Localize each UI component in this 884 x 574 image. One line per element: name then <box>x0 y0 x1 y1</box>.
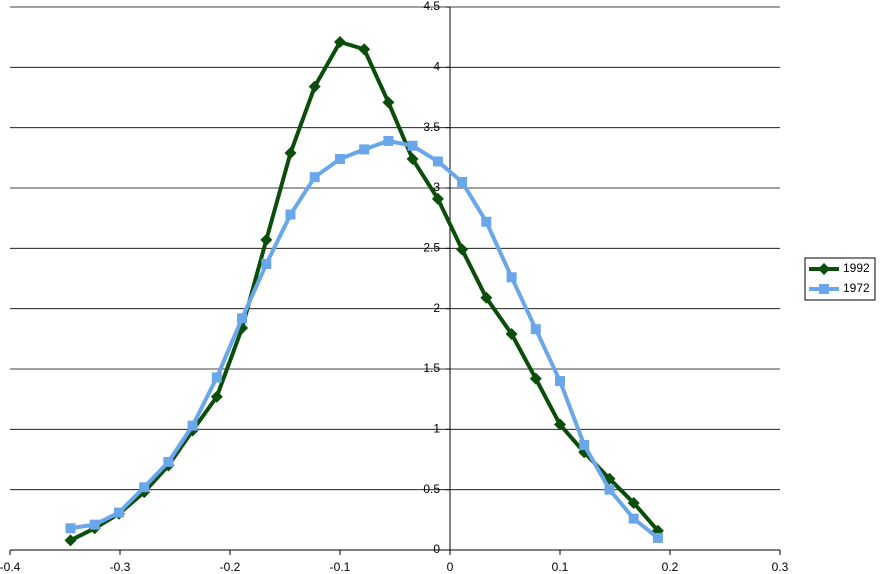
marker <box>359 144 370 155</box>
marker <box>163 456 174 467</box>
marker <box>406 153 419 166</box>
marker <box>530 324 541 335</box>
x-tick-label: -0.3 <box>110 560 131 574</box>
x-tick-label: 0.1 <box>552 560 569 574</box>
y-tick-label: 3.5 <box>423 120 440 134</box>
marker <box>818 263 830 275</box>
y-tick-label: 0.5 <box>423 482 440 496</box>
marker <box>284 147 297 160</box>
marker <box>308 80 321 93</box>
marker <box>432 156 443 167</box>
marker <box>480 291 493 304</box>
marker <box>285 209 296 220</box>
y-tick-label: 1 <box>433 422 440 436</box>
marker <box>529 372 542 385</box>
x-tick-label: 0.2 <box>662 560 679 574</box>
legend-box <box>804 257 876 301</box>
series-line <box>69 39 660 543</box>
y-tick-label: 2 <box>433 301 440 315</box>
marker <box>210 390 223 403</box>
marker <box>628 513 639 524</box>
x-tick-label: -0.2 <box>220 560 241 574</box>
y-tick-label: 1.5 <box>423 361 440 375</box>
marker <box>481 216 492 227</box>
marker <box>382 96 395 109</box>
legend-label: 1992 <box>843 261 870 275</box>
marker <box>187 420 198 431</box>
marker <box>261 259 272 270</box>
marker <box>65 523 76 534</box>
marker <box>819 284 829 294</box>
marker <box>335 154 345 165</box>
marker <box>309 172 320 183</box>
y-tick-label: 3 <box>433 180 440 194</box>
marker <box>604 484 615 495</box>
marker <box>506 272 517 283</box>
marker <box>652 532 663 543</box>
x-tick-label: 0 <box>447 560 454 574</box>
marker <box>456 243 469 256</box>
marker <box>358 43 371 56</box>
marker <box>139 482 150 493</box>
marker <box>407 140 418 151</box>
marker <box>211 372 222 383</box>
x-tick-label: -0.4 <box>0 560 21 574</box>
marker <box>89 519 100 530</box>
marker <box>383 135 394 146</box>
marker <box>334 35 346 48</box>
y-tick-label: 4 <box>433 60 440 74</box>
x-tick-label: -0.1 <box>330 560 351 574</box>
marker <box>505 328 518 341</box>
marker <box>113 507 124 518</box>
legend: 1992 1972 <box>804 257 876 301</box>
marker <box>237 313 248 324</box>
marker <box>431 192 444 205</box>
marker <box>457 176 468 187</box>
marker <box>555 376 565 387</box>
marker <box>579 440 590 451</box>
y-tick-label: 0 <box>433 542 440 556</box>
marker <box>554 418 566 431</box>
marker <box>627 496 640 509</box>
legend-label: 1972 <box>843 281 870 295</box>
x-tick-label: 0.3 <box>772 560 789 574</box>
y-tick-label: 2.5 <box>423 241 440 255</box>
marker <box>260 233 273 246</box>
marker <box>64 534 77 547</box>
y-tick-label: 4.5 <box>423 0 440 13</box>
